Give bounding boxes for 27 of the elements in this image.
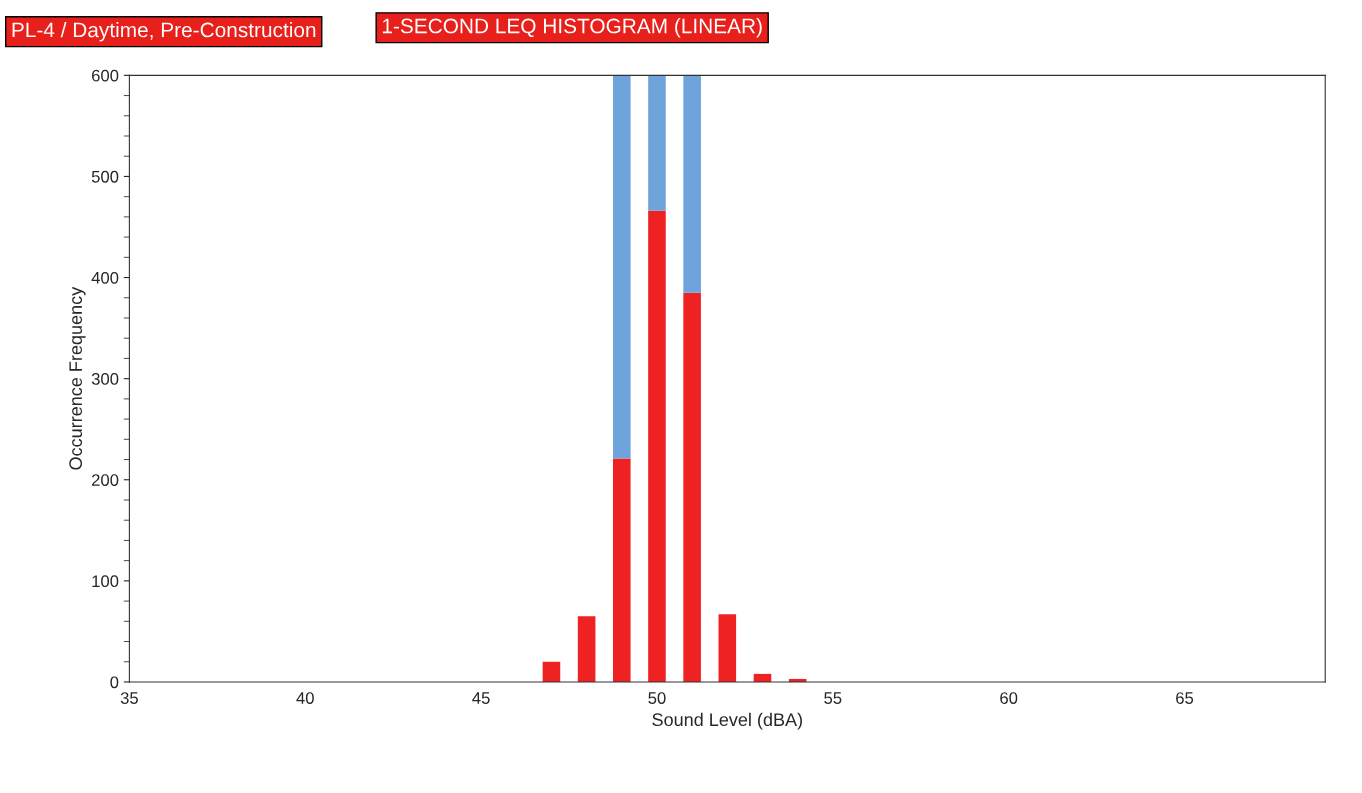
bar	[683, 75, 701, 293]
bar	[648, 210, 666, 682]
y-tick-label: 400	[91, 271, 119, 284]
x-tick-label: 65	[1176, 692, 1194, 704]
bar	[542, 661, 561, 682]
y-tick-label: 500	[91, 170, 119, 183]
y-tick-label: 100	[92, 575, 119, 588]
x-axis-title: Sound Level (dBA)	[652, 712, 802, 730]
bar	[648, 75, 666, 211]
y-tick-label: 200	[92, 474, 119, 486]
bar	[718, 614, 737, 682]
bar	[577, 616, 596, 682]
bar	[613, 458, 631, 682]
chart-title: PL-4 / Daytime, Pre-Construction	[12, 22, 316, 42]
y-tick-label: 0	[110, 676, 119, 689]
x-tick-label: 35	[120, 692, 138, 704]
x-tick-label: 40	[296, 692, 314, 704]
x-tick-label: 55	[824, 692, 842, 704]
x-tick-label: 45	[472, 692, 490, 704]
x-tick-label: 60	[1000, 692, 1018, 704]
y-axis-title: Occurrence Frequency	[69, 286, 86, 470]
bar	[613, 75, 631, 459]
y-tick-label: 600	[92, 69, 119, 82]
y-tick-label: 300	[91, 373, 119, 385]
bar	[683, 292, 701, 682]
chart-subtitle: 1-SECOND LEQ HISTOGRAM (LINEAR)	[382, 18, 762, 38]
x-tick-label: 50	[648, 692, 666, 704]
